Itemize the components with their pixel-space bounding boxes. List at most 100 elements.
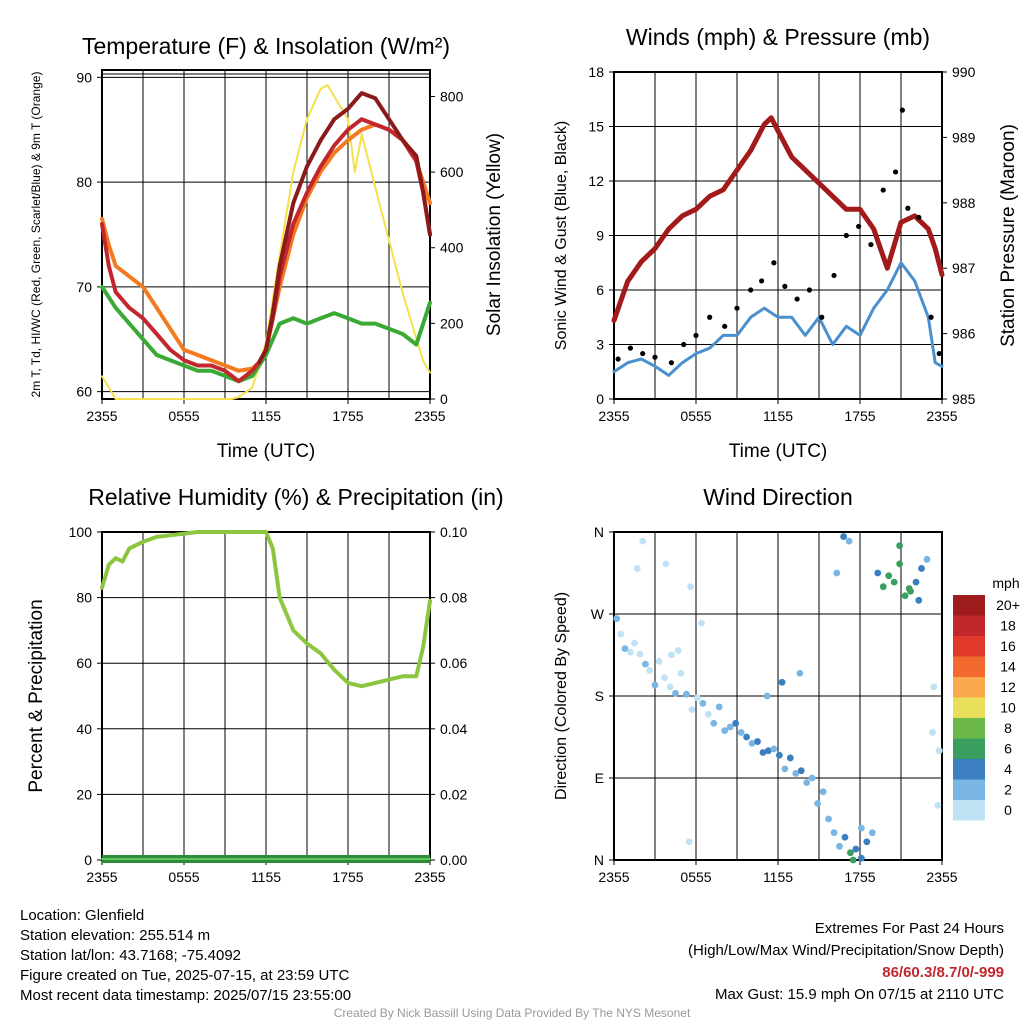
panel-2-gust-point — [782, 283, 788, 289]
panel-2-y2tick-label: 990 — [952, 64, 976, 80]
panel-4-direction-point — [885, 572, 893, 580]
panel-4-direction-point — [765, 747, 772, 755]
legend-swatch — [953, 800, 985, 821]
panel-2-y2tick-label: 985 — [952, 391, 976, 407]
panel-2-gust-point — [652, 354, 658, 360]
panel-4-direction-point — [857, 824, 865, 832]
credit-text: Created By Nick Bassill Using Data Provi… — [333, 1006, 691, 1020]
panel-4-direction-point — [901, 592, 909, 600]
latlon-text: Station lat/lon: 43.7168; -75.4092 — [20, 947, 242, 964]
panel-3-ytick-label: 60 — [76, 655, 92, 671]
panel-1-series-heat_index — [257, 91, 432, 365]
panel-2-gust-point — [843, 232, 849, 239]
panel-2-gust-point — [722, 323, 728, 329]
panel-3-series-rh — [100, 530, 432, 689]
panel-3-title: Relative Humidity (%) & Precipitation (i… — [88, 484, 503, 510]
panel-3-xtick-label: 2355 — [86, 869, 117, 885]
panel-1-xlabel: Time (UTC) — [217, 441, 316, 462]
max-gust-text: Max Gust: 15.9 mph On 07/15 at 2110 UTC — [714, 986, 1004, 1003]
panel-3-xtick-label: 1755 — [332, 869, 363, 885]
panel-4-direction-point — [803, 779, 811, 786]
panel-4-direction-point — [737, 729, 745, 736]
panel-4-direction-point — [840, 533, 847, 540]
panel-2-gust-point — [936, 350, 942, 357]
panel-2-gust-point — [892, 169, 899, 175]
panel-1-y2tick-label: 400 — [440, 240, 464, 256]
panel-1-series-dewpoint — [100, 284, 432, 384]
panel-4-ytick-label: W — [591, 606, 605, 622]
panel-4-direction-point — [726, 723, 734, 731]
panel-4-direction-point — [825, 815, 832, 823]
legend-label: 10 — [1000, 700, 1016, 716]
legend-swatch — [953, 677, 985, 698]
panel-2-series-pressure — [611, 115, 945, 323]
panel-4-ytick-label: N — [594, 524, 604, 540]
panel-4-direction-point — [836, 842, 843, 850]
panel-4-direction-point — [688, 706, 696, 714]
panel-2-gust-point — [899, 107, 905, 113]
panel-4-direction-point — [915, 596, 923, 604]
panel-2-gust-point — [856, 223, 862, 230]
panel-4-direction-point — [704, 710, 712, 718]
station-info: Location: Glenfield Station elevation: 2… — [20, 906, 351, 1006]
panel-4-direction-point — [721, 727, 729, 735]
panel-3-ytick-label: 20 — [76, 786, 92, 802]
panel-2-y2tick-label: 987 — [952, 260, 976, 276]
panel-4-direction-point — [819, 788, 827, 796]
panel-4-direction-point — [792, 770, 800, 777]
panel-4-direction-point — [896, 542, 904, 550]
panel-1-ytick-label: 60 — [76, 384, 92, 400]
panel-4-xtick-label: 1755 — [844, 869, 875, 885]
panel-1-ytick-label: 70 — [76, 279, 92, 295]
panel-4-frame — [613, 531, 943, 861]
panel-2-gust-point — [681, 341, 687, 348]
panel-4-direction-point — [852, 845, 860, 853]
panel-4-direction-point — [845, 537, 853, 545]
extremes-values: 86/60.3/8.7/0/-999 — [882, 964, 1004, 981]
panel-2-ylabel: Sonic Wind & Gust (Blue, Black) — [553, 121, 570, 350]
panel-3-ytick-label: 40 — [76, 721, 92, 737]
elevation-text: Station elevation: 255.514 m — [20, 927, 211, 944]
panel-4-direction-point — [748, 739, 756, 747]
panel-2-series-wind — [612, 261, 944, 377]
panel-2-xlabel: Time (UTC) — [729, 441, 828, 462]
panel-4-direction-point — [934, 801, 942, 809]
legend-swatch — [953, 779, 985, 800]
panel-4-direction-point — [896, 560, 904, 568]
panel-4-direction-point — [841, 833, 849, 841]
panel-1-y2tick-label: 0 — [440, 391, 448, 407]
panel-4-direction-point — [710, 719, 718, 727]
panel-4-direction-point — [778, 678, 786, 686]
panel-4-direction-point — [905, 585, 913, 592]
panel-3-y2tick-label: 0.10 — [440, 524, 467, 540]
panel-2-gust-point — [928, 314, 934, 320]
panel-4-ytick-label: N — [594, 852, 604, 868]
panel-2-xtick-label: 1755 — [844, 408, 875, 424]
panel-2-ytick-label: 18 — [588, 64, 604, 80]
panel-2-y2tick-label: 986 — [952, 326, 976, 342]
legend-swatch — [953, 636, 985, 657]
panel-4-direction-point — [642, 660, 649, 668]
panel-4-direction-point — [923, 555, 931, 563]
panel-4-title: Wind Direction — [703, 484, 853, 510]
panel-4-direction-point — [617, 630, 625, 638]
extremes-desc: (High/Low/Max Wind/Precipitation/Snow De… — [688, 942, 1004, 959]
panel-4-direction-point — [613, 615, 621, 622]
panel-2-y2label: Station Pressure (Maroon) — [998, 124, 1019, 347]
panel-2-ytick-label: 12 — [588, 173, 604, 189]
legend-swatch — [953, 697, 985, 718]
panel-4-direction-point — [863, 838, 871, 846]
panel-4-direction-point — [633, 565, 641, 572]
panel-4-direction-point — [874, 569, 882, 577]
panel-4-direction-point — [830, 829, 838, 837]
panel-4-direction-point — [857, 854, 865, 862]
panel-1-y2label: Solar Insolation (Yellow) — [484, 133, 505, 336]
panel-2-frame — [613, 71, 943, 400]
panel-4-direction-point — [732, 719, 740, 727]
panel-2-gust-point — [734, 305, 740, 311]
panel-4-direction-point — [685, 838, 693, 846]
panel-4-direction-point — [743, 733, 750, 741]
panel-4-direction-point — [868, 829, 876, 837]
extremes-title: Extremes For Past 24 Hours — [814, 920, 1004, 937]
